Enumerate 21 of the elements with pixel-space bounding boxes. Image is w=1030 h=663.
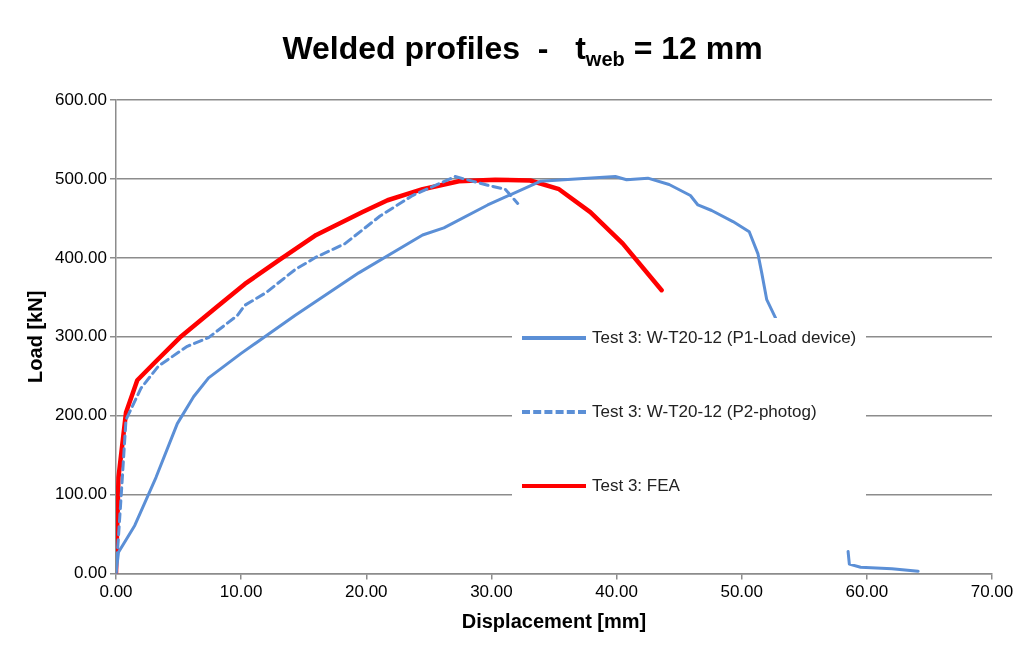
legend-label: Test 3: W-T20-12 (P2-photog) xyxy=(592,401,817,422)
y-tick-label: 400.00 xyxy=(55,247,107,267)
x-tick-label: 20.00 xyxy=(345,582,388,602)
y-tick-label: 300.00 xyxy=(55,326,107,346)
y-tick-label: 500.00 xyxy=(55,168,107,188)
x-tick-label: 70.00 xyxy=(970,582,1014,602)
x-tick-label: 30.00 xyxy=(470,582,513,602)
legend-label: Test 3: FEA xyxy=(592,475,680,496)
legend-label: Test 3: W-T20-12 (P1-Load device) xyxy=(592,327,857,348)
y-tick-label: 200.00 xyxy=(55,405,107,425)
y-axis-title: Load [kN] xyxy=(23,290,46,383)
x-axis-title: Displacement [mm] xyxy=(461,609,647,632)
x-tick-label: 60.00 xyxy=(845,582,889,602)
x-tick-label: 50.00 xyxy=(720,582,763,602)
x-tick-label: 40.00 xyxy=(595,582,638,602)
x-tick-label: 0.00 xyxy=(99,582,133,602)
chart-title: Welded profiles - t$_{web}$ = 12 mm xyxy=(281,30,764,72)
y-tick-label: 0.00 xyxy=(73,563,107,583)
y-tick-label: 100.00 xyxy=(55,484,107,504)
y-tick-label: 600.00 xyxy=(55,89,107,109)
x-tick-label: 10.00 xyxy=(219,582,263,602)
